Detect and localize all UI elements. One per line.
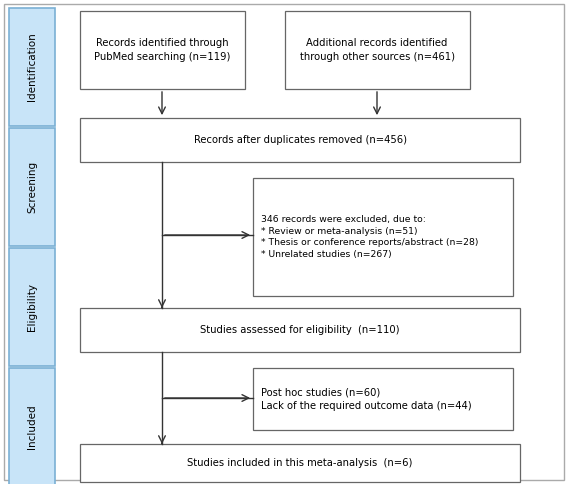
Text: Post hoc studies (n=60)
Lack of the required outcome data (n=44): Post hoc studies (n=60) Lack of the requ…	[261, 387, 471, 410]
Bar	[9, 8, 55, 126]
Text: 346 records were excluded, due to:
* Review or meta-analysis (n=51)
* Thesis or : 346 records were excluded, due to: * Rev…	[261, 215, 478, 259]
Text: Included: Included	[27, 405, 37, 449]
Text: Additional records identified
through other sources (n=461): Additional records identified through ot…	[299, 38, 454, 61]
Bar	[80, 11, 244, 89]
Text: Eligibility: Eligibility	[27, 283, 37, 331]
Bar	[253, 178, 513, 296]
Text: Records identified through
PubMed searching (n=119): Records identified through PubMed search…	[94, 38, 230, 61]
Bar	[253, 368, 513, 430]
Text: Screening: Screening	[27, 161, 37, 213]
Bar	[80, 308, 520, 352]
Text: Studies included in this meta-analysis  (n=6): Studies included in this meta-analysis (…	[187, 458, 413, 468]
Text: Identification: Identification	[27, 32, 37, 101]
Bar	[80, 444, 520, 482]
Bar	[80, 118, 520, 162]
Bar	[9, 368, 55, 484]
Text: Studies assessed for eligibility  (n=110): Studies assessed for eligibility (n=110)	[201, 325, 400, 335]
Bar	[285, 11, 470, 89]
Bar	[9, 128, 55, 246]
Bar	[9, 248, 55, 366]
Text: Records after duplicates removed (n=456): Records after duplicates removed (n=456)	[194, 135, 407, 145]
